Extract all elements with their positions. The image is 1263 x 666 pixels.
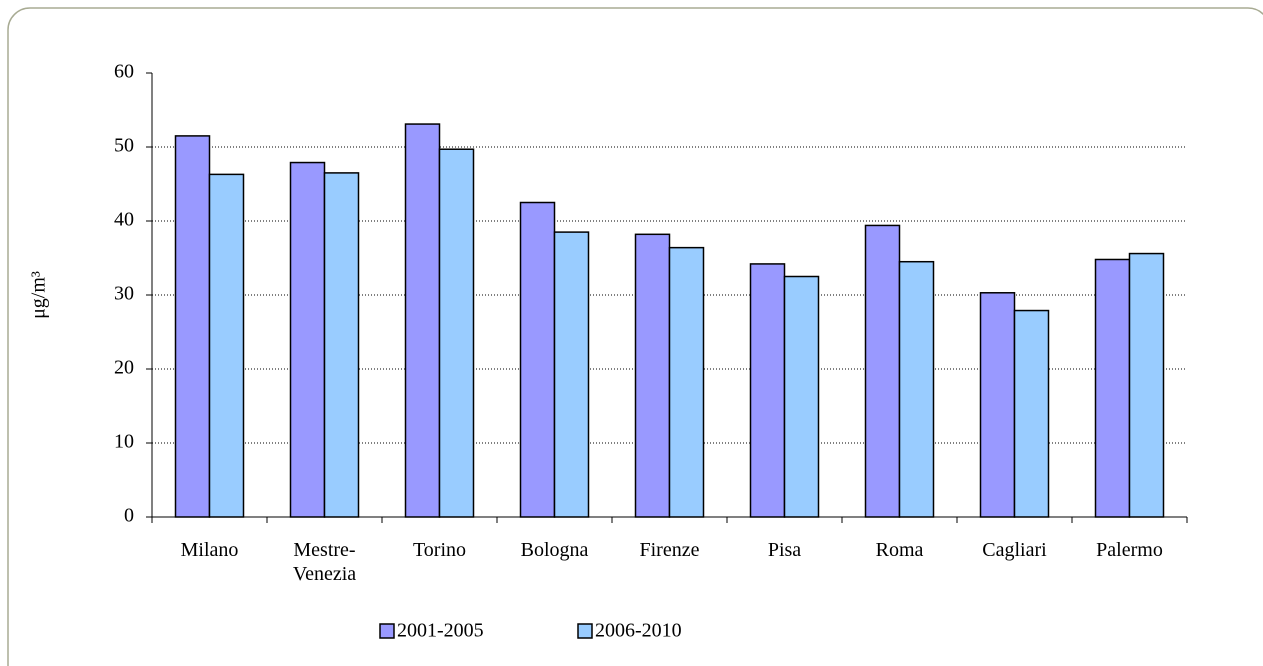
x-tick-label: Torino [412, 539, 467, 561]
bar [668, 246, 705, 518]
legend-swatch [577, 623, 593, 639]
legend-label: 2006-2010 [595, 620, 682, 642]
legend-label: 2001-2005 [397, 620, 484, 642]
bar [1128, 252, 1165, 518]
y-tick-label: 50 [114, 135, 134, 157]
y-axis-label: μg/m³ [28, 271, 50, 319]
frame [7, 7, 1263, 666]
bar [438, 148, 475, 518]
bar [404, 123, 441, 518]
x-tick-label: Milano [180, 539, 239, 561]
x-tick-label: Firenze [639, 539, 700, 561]
y-tick-label: 10 [114, 431, 134, 453]
y-tick-label: 0 [124, 505, 134, 527]
x-tick-label: Palermo [1096, 539, 1163, 561]
bar [749, 263, 786, 518]
bar [289, 161, 326, 518]
x-tick-label: Roma [875, 539, 924, 561]
x-tick-label: Pisa [767, 539, 802, 561]
bar [1094, 258, 1131, 518]
bar [519, 201, 556, 518]
y-tick-label: 60 [114, 61, 134, 83]
legend-swatch [379, 623, 395, 639]
bar [898, 260, 935, 518]
x-tick-label: Cagliari [982, 539, 1047, 561]
x-tick-label: Mestre-Venezia [292, 539, 357, 585]
bar [783, 275, 820, 518]
bar [323, 172, 360, 518]
bar [1013, 309, 1050, 518]
bar [979, 292, 1016, 518]
y-tick-label: 30 [114, 283, 134, 305]
y-tick-label: 40 [114, 209, 134, 231]
bar [864, 224, 901, 518]
bar [553, 231, 590, 518]
bar [174, 135, 211, 518]
bar [634, 233, 671, 518]
y-tick-label: 20 [114, 357, 134, 379]
x-tick-label: Bologna [520, 539, 589, 561]
bar [208, 173, 245, 518]
